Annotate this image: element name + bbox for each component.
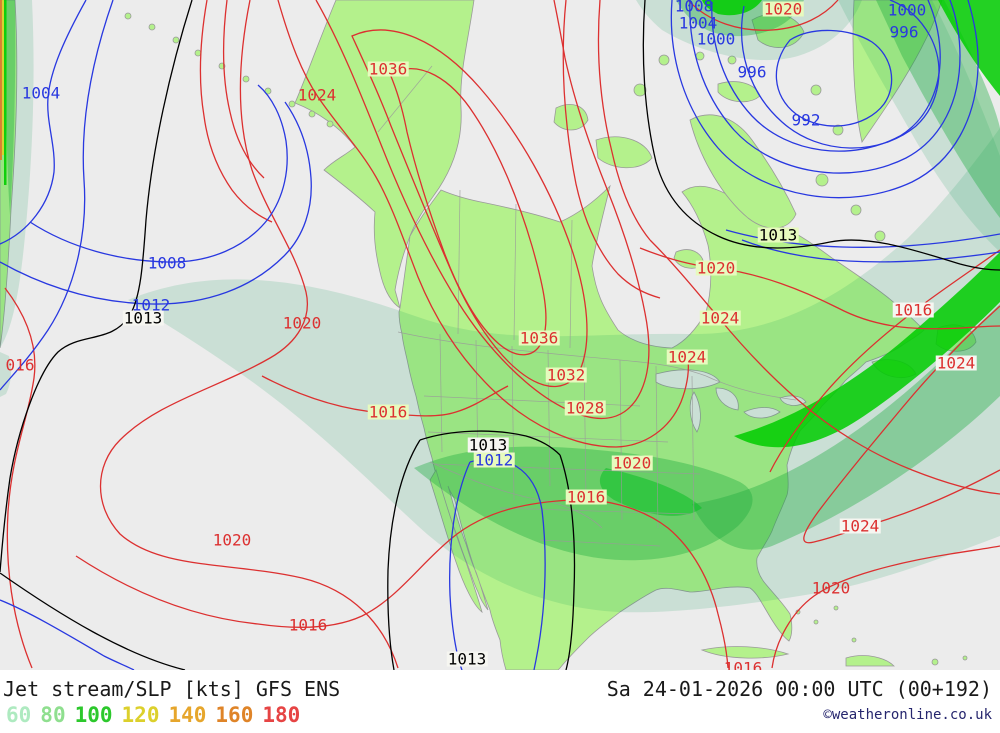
island-baffin bbox=[689, 114, 797, 229]
island-bahamas bbox=[833, 605, 839, 611]
contour-label: 1016 bbox=[288, 615, 328, 635]
land-north-america bbox=[398, 184, 925, 670]
island-hispaniola bbox=[845, 655, 895, 667]
arctic-island bbox=[815, 173, 829, 187]
isobars-blue bbox=[0, 0, 1000, 670]
arctic-island bbox=[810, 84, 822, 96]
legend-value: 60 bbox=[6, 703, 32, 727]
great-lakes bbox=[655, 369, 807, 433]
legend-value: 80 bbox=[40, 703, 66, 727]
contour-label: 1024 bbox=[297, 85, 337, 105]
contour-label: 1020 bbox=[212, 530, 252, 550]
arctic-island bbox=[832, 124, 844, 136]
contour-label: 1004 bbox=[678, 13, 718, 33]
contour-label: 996 bbox=[889, 22, 919, 42]
contour-label: 1020 bbox=[762, 0, 804, 19]
island-bahamas bbox=[851, 637, 857, 643]
contour-label: 1013 bbox=[122, 308, 164, 328]
island-bahamas bbox=[813, 619, 819, 625]
land-greenland bbox=[852, 0, 943, 143]
island-antilles bbox=[962, 655, 968, 661]
aleutian-island bbox=[124, 12, 132, 20]
jet-shading-100 bbox=[0, 0, 1000, 516]
contour-label: 1024 bbox=[699, 308, 741, 328]
aleutian-island bbox=[148, 23, 156, 31]
contour-label: 1013 bbox=[757, 225, 799, 245]
isobars-red bbox=[4, 0, 1000, 669]
contour-label: 1008 bbox=[674, 0, 714, 16]
contour-label: 1008 bbox=[147, 253, 187, 273]
contour-label: 1013 bbox=[446, 649, 488, 669]
contour-label: 016 bbox=[5, 355, 35, 375]
jet-speed-legend: 60 80 100 120 140 160 180 bbox=[6, 703, 309, 727]
contour-label: 1024 bbox=[935, 353, 977, 373]
map-caption-bar: Jet stream/SLP [kts] GFS ENS Sa 24-01-20… bbox=[0, 670, 1000, 733]
arctic-island bbox=[727, 55, 737, 65]
contour-label: 1024 bbox=[666, 347, 708, 367]
valid-datetime: Sa 24-01-2026 00:00 UTC (00+192) bbox=[606, 677, 992, 701]
legend-value: 160 bbox=[215, 703, 254, 727]
legend-value: 100 bbox=[74, 703, 113, 727]
contour-label: 992 bbox=[791, 110, 821, 130]
aleutian-island bbox=[326, 120, 334, 128]
contour-label: 1012 bbox=[473, 450, 515, 470]
legend-value: 180 bbox=[262, 703, 301, 727]
contour-label: 1004 bbox=[21, 83, 61, 103]
contour-label: 1000 bbox=[887, 0, 927, 20]
arctic-island bbox=[633, 83, 647, 97]
arctic-island bbox=[850, 204, 862, 216]
land-baja bbox=[429, 469, 483, 614]
contour-label: 1020 bbox=[811, 578, 851, 598]
aleutian-island bbox=[288, 100, 296, 108]
contour-label: 1016 bbox=[565, 487, 607, 507]
contour-label: 1020 bbox=[695, 258, 737, 278]
aleutian-island bbox=[242, 75, 250, 83]
contour-label: 996 bbox=[737, 62, 767, 82]
weather-map-svg bbox=[0, 0, 1000, 670]
contour-label: 1020 bbox=[282, 313, 322, 333]
contour-label: 1036 bbox=[367, 59, 409, 79]
arctic-island bbox=[658, 54, 670, 66]
legend-value: 140 bbox=[168, 703, 207, 727]
aleutian-island bbox=[308, 110, 316, 118]
island-antilles bbox=[931, 658, 939, 666]
contour-label: 1013 bbox=[467, 435, 509, 455]
legend-value: 120 bbox=[121, 703, 160, 727]
arctic-island bbox=[695, 51, 705, 61]
jet-core-yellow-stripe bbox=[2, 0, 4, 155]
product-title: Jet stream/SLP [kts] GFS ENS bbox=[3, 677, 341, 701]
contour-label: 1012 bbox=[131, 295, 171, 315]
copyright-watermark: ©weatheronline.co.uk bbox=[823, 707, 992, 723]
aleutian-island bbox=[172, 36, 180, 44]
contour-label: 1028 bbox=[564, 398, 606, 418]
contour-label: 1016 bbox=[892, 300, 934, 320]
contour-label: 1000 bbox=[696, 29, 736, 49]
weather-map: 1004 1024 1036 1008 1004 1000 1020 1000 996 996 99… bbox=[0, 0, 1000, 670]
contour-label: 1036 bbox=[518, 328, 560, 348]
contour-label: 1016 bbox=[367, 402, 409, 422]
jet-core-orange-stripe bbox=[0, 0, 2, 160]
aleutian-island bbox=[194, 49, 202, 57]
contour-label: 1024 bbox=[839, 516, 881, 536]
jet-core-green-stripe bbox=[4, 0, 7, 185]
contour-label: 1016 bbox=[723, 658, 763, 670]
arctic-island bbox=[874, 230, 886, 242]
contour-label: 1020 bbox=[611, 453, 653, 473]
isobars-1013 bbox=[0, 0, 1000, 670]
contour-label: 1032 bbox=[545, 365, 587, 385]
